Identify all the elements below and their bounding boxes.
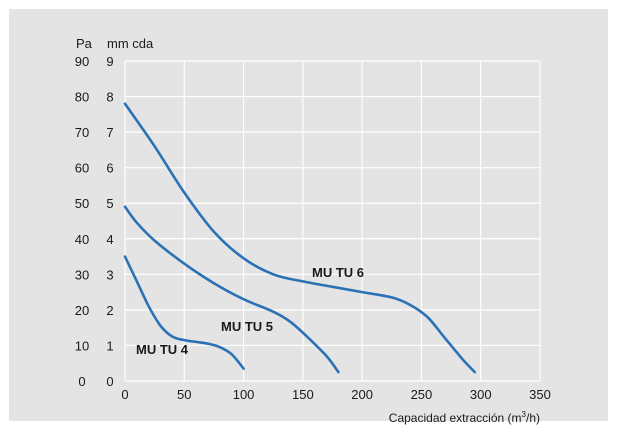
tick-labels: 0 50 100 150 200 250 300 3500011022033044055066… <box>75 54 551 402</box>
pa-axis-unit: Pa <box>76 36 93 51</box>
mm-tick-label: 2 <box>106 303 113 318</box>
pa-tick-label: 80 <box>75 90 89 105</box>
x-axis-title-superscript: 3 <box>522 410 527 419</box>
x-axis-title: Capacidad extracción (m3/h) <box>389 410 540 425</box>
chart-panel <box>9 9 608 421</box>
pa-tick-label: 10 <box>75 338 89 353</box>
mm-tick-label: 6 <box>106 161 113 176</box>
curve-mu-tu-5 <box>123 205 340 374</box>
pa-tick-label: 40 <box>75 232 89 247</box>
mm-axis-unit: mm cda <box>107 36 154 51</box>
pa-tick-label: 70 <box>75 125 89 140</box>
pa-tick-label: 90 <box>75 54 89 69</box>
x-tick-label: 200 <box>351 387 373 402</box>
mm-tick-label: 7 <box>106 125 113 140</box>
grid <box>124 60 541 382</box>
x-axis-title-main: Capacidad extracción (m <box>389 411 522 425</box>
curve-mu-tu-4 <box>123 255 245 370</box>
mm-tick-label: 3 <box>106 267 113 282</box>
series-label-mu-tu-6: MU TU 6 <box>312 265 364 280</box>
series-label-mu-tu-4: MU TU 4 <box>136 342 189 357</box>
series-label-mu-tu-5: MU TU 5 <box>221 319 273 334</box>
x-tick-label: 350 <box>529 387 551 402</box>
curve-mu-tu-6 <box>123 102 477 374</box>
x-axis-title-end: /h) <box>526 411 540 425</box>
pa-tick-label: 50 <box>75 196 89 211</box>
x-tick-label: 0 <box>121 387 128 402</box>
x-tick-label: 150 <box>292 387 314 402</box>
pa-tick-label: 0 <box>78 374 85 389</box>
mm-tick-label: 5 <box>106 196 113 211</box>
curves <box>123 102 477 374</box>
pa-tick-label: 20 <box>75 303 89 318</box>
x-tick-label: 250 <box>411 387 433 402</box>
mm-tick-label: 1 <box>106 338 113 353</box>
mm-tick-label: 0 <box>106 374 113 389</box>
x-tick-label: 300 <box>470 387 492 402</box>
pa-tick-label: 60 <box>75 161 89 176</box>
mm-tick-label: 4 <box>106 232 113 247</box>
x-tick-label: 50 <box>177 387 191 402</box>
x-tick-label: 100 <box>233 387 255 402</box>
mm-tick-label: 9 <box>106 54 113 69</box>
pa-tick-label: 30 <box>75 267 89 282</box>
mm-tick-label: 8 <box>106 90 113 105</box>
